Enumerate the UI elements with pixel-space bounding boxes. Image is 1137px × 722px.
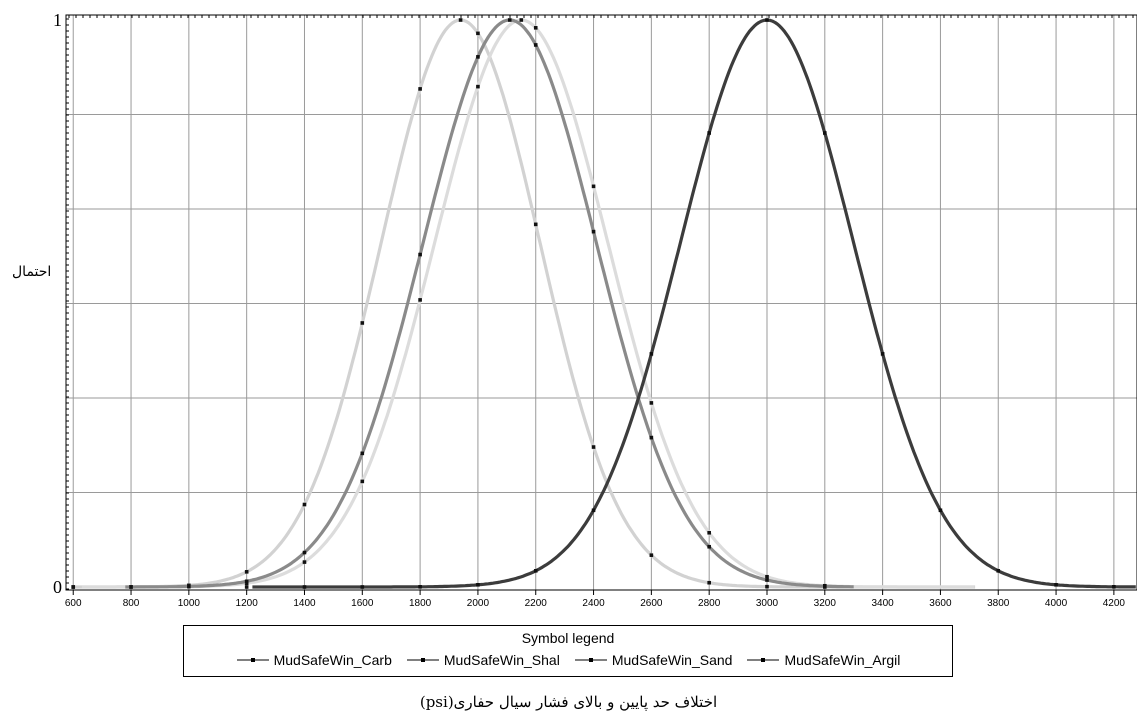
series-point-MudSafeWin_Carb — [707, 131, 711, 135]
series-point-MudSafeWin_Shal — [418, 87, 422, 91]
series-point-MudSafeWin_Sand — [244, 581, 249, 586]
series-point-MudSafeWin_Argil — [187, 584, 191, 589]
series-point-MudSafeWin_Carb — [765, 18, 769, 22]
legend-label: MudSafeWin_Argil — [784, 652, 901, 668]
x-tick-label: 2200 — [525, 598, 548, 609]
series-point-MudSafeWin_Shal — [765, 584, 769, 589]
series-point-MudSafeWin_Argil — [707, 544, 711, 549]
series-point-MudSafeWin_Sand — [649, 401, 654, 405]
legend-swatch — [406, 658, 439, 662]
series-point-MudSafeWin_Argil — [302, 550, 307, 555]
series-point-MudSafeWin_Sand — [476, 84, 480, 89]
series-point-MudSafeWin_Carb — [823, 131, 827, 135]
series-point-MudSafeWin_Argil — [129, 585, 133, 589]
x-tick-label: 3200 — [814, 598, 837, 609]
series-point-MudSafeWin_Carb — [418, 585, 422, 589]
y-tick-label: 0 — [53, 577, 62, 597]
series-point-MudSafeWin_Carb — [533, 569, 538, 573]
legend-item: MudSafeWin_Shal — [406, 652, 560, 668]
series-point-MudSafeWin_Carb — [360, 585, 365, 589]
axes: 600 800 1000 1200 1400 1600 1800 2000 2200 2400 26… — [53, 10, 1134, 609]
series-point-MudSafeWin_Shal — [244, 570, 249, 574]
series-point-MudSafeWin_Sand — [302, 560, 307, 564]
x-tick-label: 2000 — [467, 598, 490, 609]
legend-label: MudSafeWin_Sand — [611, 652, 733, 668]
series-point-MudSafeWin_Sand — [360, 479, 365, 484]
x-tick-label: 2600 — [640, 598, 663, 609]
x-axis-label: اختلاف حد پایین و بالای فشار سیال حفاری(… — [419, 693, 718, 711]
legend: Symbol legend MudSafeWin_Carb MudSafeWin_… — [183, 625, 953, 677]
x-tick-label: 1000 — [178, 598, 201, 609]
series-point-MudSafeWin_Argil — [765, 578, 769, 582]
legend-item: MudSafeWin_Argil — [746, 652, 900, 668]
series-point-MudSafeWin_Shal — [591, 445, 596, 449]
x-tick-label: 1600 — [351, 598, 374, 609]
series-point-MudSafeWin_Argil — [418, 252, 422, 257]
series-point-MudSafeWin_Sand — [418, 298, 422, 302]
series-point-MudSafeWin_Carb — [1054, 583, 1058, 587]
series-point-MudSafeWin_Argil — [244, 579, 249, 584]
legend-items: MudSafeWin_Carb MudSafeWin_Shal MudSafeWin… — [184, 652, 952, 668]
series-point-MudSafeWin_Carb — [880, 352, 885, 356]
legend-item: MudSafeWin_Carb — [236, 652, 392, 668]
plot-frame — [65, 14, 1137, 591]
y-tick-label: 1 — [53, 10, 62, 30]
series-point-MudSafeWin_Argil — [649, 435, 654, 440]
series-point-MudSafeWin_Argil — [533, 43, 538, 47]
series-point-MudSafeWin_Carb — [1112, 585, 1116, 589]
series-point-MudSafeWin_Argil — [360, 451, 365, 456]
series-point-MudSafeWin_Shal — [476, 31, 480, 36]
x-tick-label: 2800 — [698, 598, 721, 609]
x-tick-label: 2400 — [582, 598, 605, 609]
legend-swatch — [574, 658, 607, 662]
series-point-MudSafeWin_Argil — [591, 229, 596, 234]
series-point-MudSafeWin_Carb — [649, 352, 654, 356]
series-point-MudSafeWin_Shal — [458, 18, 463, 22]
x-tick-label: 1800 — [409, 598, 432, 609]
x-tick-label: 3600 — [929, 598, 952, 609]
series-point-MudSafeWin_Sand — [71, 585, 76, 589]
series-point-MudSafeWin_Shal — [649, 553, 654, 557]
legend-swatch — [236, 658, 269, 662]
series-point-MudSafeWin_Sand — [707, 530, 711, 535]
legend-label: MudSafeWin_Carb — [273, 652, 392, 668]
legend-title: Symbol legend — [521, 630, 615, 646]
series-point-MudSafeWin_Shal — [707, 580, 711, 585]
series-point-MudSafeWin_Argil — [507, 18, 512, 22]
x-tick-label: 1200 — [236, 598, 259, 609]
series-point-MudSafeWin_Shal — [533, 222, 538, 227]
x-tick-label: 3800 — [987, 598, 1010, 609]
x-tick-label: 3400 — [871, 598, 894, 609]
series-point-MudSafeWin_Carb — [996, 569, 1001, 573]
series-point-MudSafeWin_Argil — [476, 55, 480, 59]
series-point-MudSafeWin_Sand — [765, 574, 769, 579]
series-point-MudSafeWin_Shal — [360, 321, 365, 325]
legend-swatch — [747, 658, 780, 662]
series-point-MudSafeWin_Carb — [476, 583, 480, 587]
x-tick-label: 1400 — [293, 598, 316, 609]
series-point-MudSafeWin_Carb — [244, 585, 249, 589]
x-tick-label: 600 — [65, 598, 82, 609]
series-point-MudSafeWin_Argil — [823, 584, 827, 589]
series-point-MudSafeWin_Sand — [591, 184, 596, 189]
grid — [66, 15, 1137, 590]
series-point-MudSafeWin_Sand — [533, 26, 538, 30]
series-line-MudSafeWin_Carb — [252, 18, 1136, 589]
x-tick-label: 3000 — [756, 598, 779, 609]
y-axis-label: احتمال — [12, 264, 51, 280]
x-tick-label: 4200 — [1103, 598, 1126, 609]
series-point-MudSafeWin_Carb — [591, 508, 596, 513]
series-layer — [71, 18, 1136, 589]
series-point-MudSafeWin_Carb — [938, 508, 943, 513]
x-tick-label: 4000 — [1045, 598, 1068, 609]
series-point-MudSafeWin_Sand — [519, 18, 524, 22]
legend-item: MudSafeWin_Sand — [574, 652, 733, 668]
x-tick-label: 800 — [123, 598, 140, 609]
legend-label: MudSafeWin_Shal — [443, 652, 560, 668]
series-point-MudSafeWin_Shal — [302, 502, 307, 507]
series-point-MudSafeWin_Carb — [302, 585, 307, 589]
